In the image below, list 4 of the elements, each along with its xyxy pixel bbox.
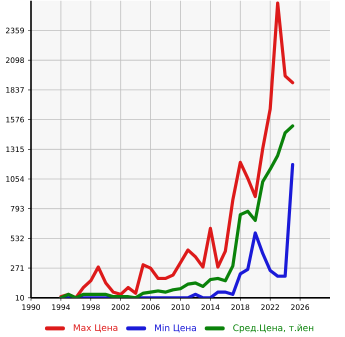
line-series bbox=[59, 2, 294, 298]
legend-label: Min Цена bbox=[155, 324, 196, 333]
legend-label: Max Цена bbox=[74, 324, 118, 333]
legend-label: Сред.Цена, т.йен bbox=[233, 324, 314, 334]
